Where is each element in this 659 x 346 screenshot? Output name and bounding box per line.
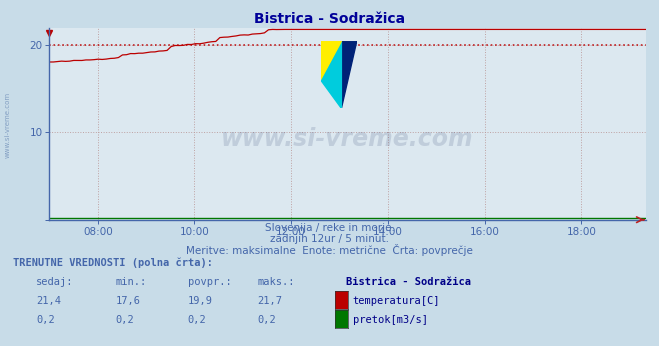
Text: www.si-vreme.com: www.si-vreme.com bbox=[221, 127, 474, 151]
Text: sedaj:: sedaj: bbox=[36, 277, 74, 287]
Text: www.si-vreme.com: www.si-vreme.com bbox=[5, 91, 11, 158]
Text: 0,2: 0,2 bbox=[257, 315, 275, 325]
Polygon shape bbox=[320, 41, 341, 108]
Text: 0,2: 0,2 bbox=[188, 315, 206, 325]
Text: 0,2: 0,2 bbox=[115, 315, 134, 325]
Text: povpr.:: povpr.: bbox=[188, 277, 231, 287]
Text: Bistrica - Sodražica: Bistrica - Sodražica bbox=[346, 277, 471, 287]
Text: zadnjih 12ur / 5 minut.: zadnjih 12ur / 5 minut. bbox=[270, 234, 389, 244]
Text: 17,6: 17,6 bbox=[115, 296, 140, 306]
Polygon shape bbox=[341, 41, 357, 108]
Text: Meritve: maksimalne  Enote: metrične  Črta: povprečje: Meritve: maksimalne Enote: metrične Črta… bbox=[186, 244, 473, 256]
Text: TRENUTNE VREDNOSTI (polna črta):: TRENUTNE VREDNOSTI (polna črta): bbox=[13, 258, 213, 268]
Text: 0,2: 0,2 bbox=[36, 315, 55, 325]
Text: 21,7: 21,7 bbox=[257, 296, 282, 306]
Text: Slovenija / reke in morje.: Slovenija / reke in morje. bbox=[264, 223, 395, 233]
Text: min.:: min.: bbox=[115, 277, 146, 287]
Text: 21,4: 21,4 bbox=[36, 296, 61, 306]
Text: 19,9: 19,9 bbox=[188, 296, 213, 306]
Text: Bistrica - Sodražica: Bistrica - Sodražica bbox=[254, 12, 405, 26]
Text: temperatura[C]: temperatura[C] bbox=[353, 296, 440, 306]
Text: pretok[m3/s]: pretok[m3/s] bbox=[353, 315, 428, 325]
Text: maks.:: maks.: bbox=[257, 277, 295, 287]
Polygon shape bbox=[320, 41, 341, 80]
